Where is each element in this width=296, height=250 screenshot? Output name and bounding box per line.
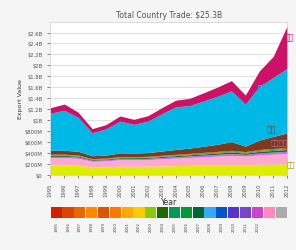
FancyBboxPatch shape <box>228 207 239 218</box>
Text: 1999: 1999 <box>102 221 106 231</box>
Text: 2000: 2000 <box>113 221 118 231</box>
FancyBboxPatch shape <box>240 207 251 218</box>
FancyBboxPatch shape <box>145 207 156 218</box>
FancyBboxPatch shape <box>276 207 287 218</box>
FancyBboxPatch shape <box>86 207 97 218</box>
Text: 1995: 1995 <box>54 221 58 230</box>
Text: 化工产品: 化工产品 <box>271 139 287 145</box>
Text: 1996: 1996 <box>66 221 70 230</box>
FancyBboxPatch shape <box>252 207 263 218</box>
FancyBboxPatch shape <box>74 207 85 218</box>
FancyBboxPatch shape <box>181 207 192 218</box>
FancyBboxPatch shape <box>51 207 62 218</box>
Text: 2004: 2004 <box>161 221 165 231</box>
Text: 1997: 1997 <box>78 221 82 231</box>
Text: 食品: 食品 <box>287 160 296 167</box>
Text: 1998: 1998 <box>90 221 94 231</box>
FancyBboxPatch shape <box>133 207 144 218</box>
FancyBboxPatch shape <box>216 207 227 218</box>
Text: 2007: 2007 <box>196 221 200 231</box>
FancyBboxPatch shape <box>205 207 215 218</box>
FancyBboxPatch shape <box>193 207 204 218</box>
Text: 金属: 金属 <box>266 125 276 134</box>
FancyBboxPatch shape <box>169 207 180 218</box>
FancyBboxPatch shape <box>62 207 73 218</box>
FancyBboxPatch shape <box>110 207 121 218</box>
Text: 2002: 2002 <box>137 221 141 231</box>
Text: 2003: 2003 <box>149 221 153 231</box>
Text: 2008: 2008 <box>208 221 212 231</box>
Text: 2005: 2005 <box>173 221 177 230</box>
Text: 机: 机 <box>256 83 267 101</box>
FancyBboxPatch shape <box>98 207 109 218</box>
Text: 2006: 2006 <box>184 221 189 230</box>
Text: 2011: 2011 <box>244 221 248 231</box>
FancyBboxPatch shape <box>122 207 133 218</box>
Text: 2012: 2012 <box>255 221 260 231</box>
Text: 2010: 2010 <box>232 221 236 231</box>
Title: Total Country Trade: $25.3B: Total Country Trade: $25.3B <box>116 12 222 20</box>
Text: 2001: 2001 <box>125 221 129 231</box>
Y-axis label: Export Value: Export Value <box>18 79 23 118</box>
Text: 2009: 2009 <box>220 221 224 231</box>
Text: 其他: 其他 <box>284 33 294 42</box>
FancyBboxPatch shape <box>157 207 168 218</box>
FancyBboxPatch shape <box>264 207 275 218</box>
X-axis label: Year: Year <box>161 198 177 206</box>
